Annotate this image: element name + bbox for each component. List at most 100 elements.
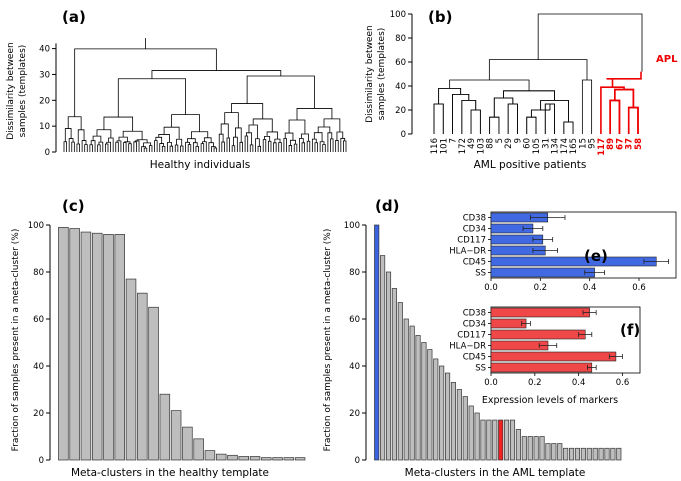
panel-a-y-tick-label: 40 xyxy=(39,45,50,55)
dendrogram-link xyxy=(187,138,196,143)
dendrogram-link xyxy=(191,131,209,139)
dendrogram-link xyxy=(89,144,93,152)
leaf-label-89: 89 xyxy=(606,138,616,150)
dendrogram-link xyxy=(461,100,477,134)
dendrogram-link xyxy=(176,138,183,147)
dendrogram-link xyxy=(274,138,281,143)
panel-d-ylabel: Fraction of samples present in a meta-cl… xyxy=(323,229,333,452)
dendrogram-link xyxy=(134,140,140,152)
dendrogram-link xyxy=(136,139,148,143)
panel-d-bar-35 xyxy=(574,447,581,461)
panel-c-xlabel: Meta-clusters in the healthy template xyxy=(71,467,269,479)
dendrogram-link xyxy=(503,90,555,101)
panel-d-bar-12 xyxy=(439,365,445,461)
panel-b-y-tick-label: 0 xyxy=(401,130,406,140)
panel-d-bar-18 xyxy=(474,412,480,461)
panel-d-bar-40 xyxy=(604,447,610,461)
leaf-label-88: 88 xyxy=(486,138,496,149)
dendrogram-link xyxy=(317,126,331,133)
dendrogram-link xyxy=(306,140,311,152)
panel-d-bar-13 xyxy=(445,372,451,461)
panel-e-frame xyxy=(490,211,677,279)
panel-d-bar-6 xyxy=(403,318,409,461)
panel-a-xlabel: Healthy individuals xyxy=(150,159,250,171)
leaf-label-37: 37 xyxy=(625,138,635,150)
dendrogram-link xyxy=(296,108,333,121)
panel-b-y-tick-label: 60 xyxy=(395,58,406,68)
panel-d-bar-17 xyxy=(468,405,474,461)
panel-f-label: (f) xyxy=(620,321,640,339)
dendrogram-link xyxy=(239,141,243,152)
leaf-label-31: 31 xyxy=(541,138,551,149)
panel-c-ylabel: Fraction of samples present in a meta-cl… xyxy=(11,229,21,452)
panel-d-y-axis: 0 20 40 60 80 100 xyxy=(344,221,367,466)
panel-a-y-tick-label: 10 xyxy=(39,122,50,132)
dendrogram-link xyxy=(106,141,111,152)
panel-f-xtick-label: 0.6 xyxy=(616,378,630,388)
panel-e-bar-5 xyxy=(490,256,657,267)
dendrogram-link xyxy=(233,136,238,152)
panel-c-bar-13 xyxy=(193,438,204,461)
panel-f-xtick-label: 0.4 xyxy=(572,378,586,388)
dendrogram-link xyxy=(76,143,80,152)
dendrogram-link xyxy=(323,118,341,133)
dendrogram-link xyxy=(433,103,444,134)
panel-f-category-label: CD38 xyxy=(463,309,486,319)
panel-d-bar-32 xyxy=(557,443,563,461)
panel-a-y-tick-label: 30 xyxy=(39,70,50,80)
dendrogram-link xyxy=(116,140,122,152)
panel-b-y-tick-label: 80 xyxy=(395,34,406,44)
dendrogram-link xyxy=(161,145,166,152)
dendrogram-link xyxy=(195,146,199,152)
dendrogram-link xyxy=(224,112,239,128)
panel-c-y-tick-label: 40 xyxy=(33,362,44,372)
dendrogram-link xyxy=(278,142,282,152)
dendrogram-link xyxy=(319,141,325,152)
dendrogram-link xyxy=(211,146,216,152)
leaf-label-116: 116 xyxy=(430,138,440,154)
panel-e-label: (e) xyxy=(584,247,608,265)
panel-c-bar-11 xyxy=(170,410,182,461)
panel-d-bar-36 xyxy=(580,447,586,461)
panel-c-bar-2 xyxy=(69,228,80,461)
dendrogram-link xyxy=(461,100,477,134)
panel-d-bar-8 xyxy=(415,335,421,461)
dendrogram-link xyxy=(327,132,333,152)
dendrogram-link xyxy=(133,141,137,152)
dendrogram-link xyxy=(489,116,500,134)
dendrogram-link xyxy=(171,114,200,132)
panel-d-y-tick-label: 100 xyxy=(344,221,360,231)
panel-d-y-tick-label: 0 xyxy=(355,456,360,466)
dendrogram-link xyxy=(581,79,593,134)
panel-f-bar-5 xyxy=(490,351,617,362)
dendrogram-link xyxy=(299,138,304,152)
panel-f-bar-1 xyxy=(490,307,590,318)
panel-d-bar-4 xyxy=(391,288,397,461)
panel-a-ylabel-line2: samples (templates) xyxy=(18,45,28,138)
panel-c-y-tick-label: 0 xyxy=(39,456,44,466)
panel-e-category-label: CD38 xyxy=(463,214,486,224)
dendrogram-link xyxy=(143,147,148,152)
leaf-label-117: 117 xyxy=(597,138,607,156)
panel-c-bar-17 xyxy=(238,456,249,461)
dendrogram-link xyxy=(155,136,163,144)
dendrogram-link xyxy=(185,141,190,152)
dendrogram-link xyxy=(90,140,96,152)
leaf-label-95: 95 xyxy=(588,138,598,149)
dendrogram-link xyxy=(202,141,207,152)
dendrogram-link xyxy=(248,124,258,139)
dendrogram-root-link xyxy=(537,13,643,72)
panel-e-category-label: SS xyxy=(475,269,486,279)
leaf-label-103: 103 xyxy=(476,138,486,154)
dendrogram-link xyxy=(81,140,87,152)
dendrogram-link xyxy=(143,142,152,147)
dendrogram-link xyxy=(122,130,143,140)
dendrogram-link xyxy=(151,70,282,79)
apl-dendrogram-link xyxy=(614,88,635,108)
panel-b-ylabel-line1: Dissimilarity between xyxy=(365,25,375,122)
apl-dendrogram-link xyxy=(609,99,621,134)
panel-f-bar-3 xyxy=(490,329,586,340)
leaf-label-9: 9 xyxy=(513,138,523,143)
dendrogram-link xyxy=(503,90,555,101)
dendrogram-link xyxy=(284,132,294,141)
